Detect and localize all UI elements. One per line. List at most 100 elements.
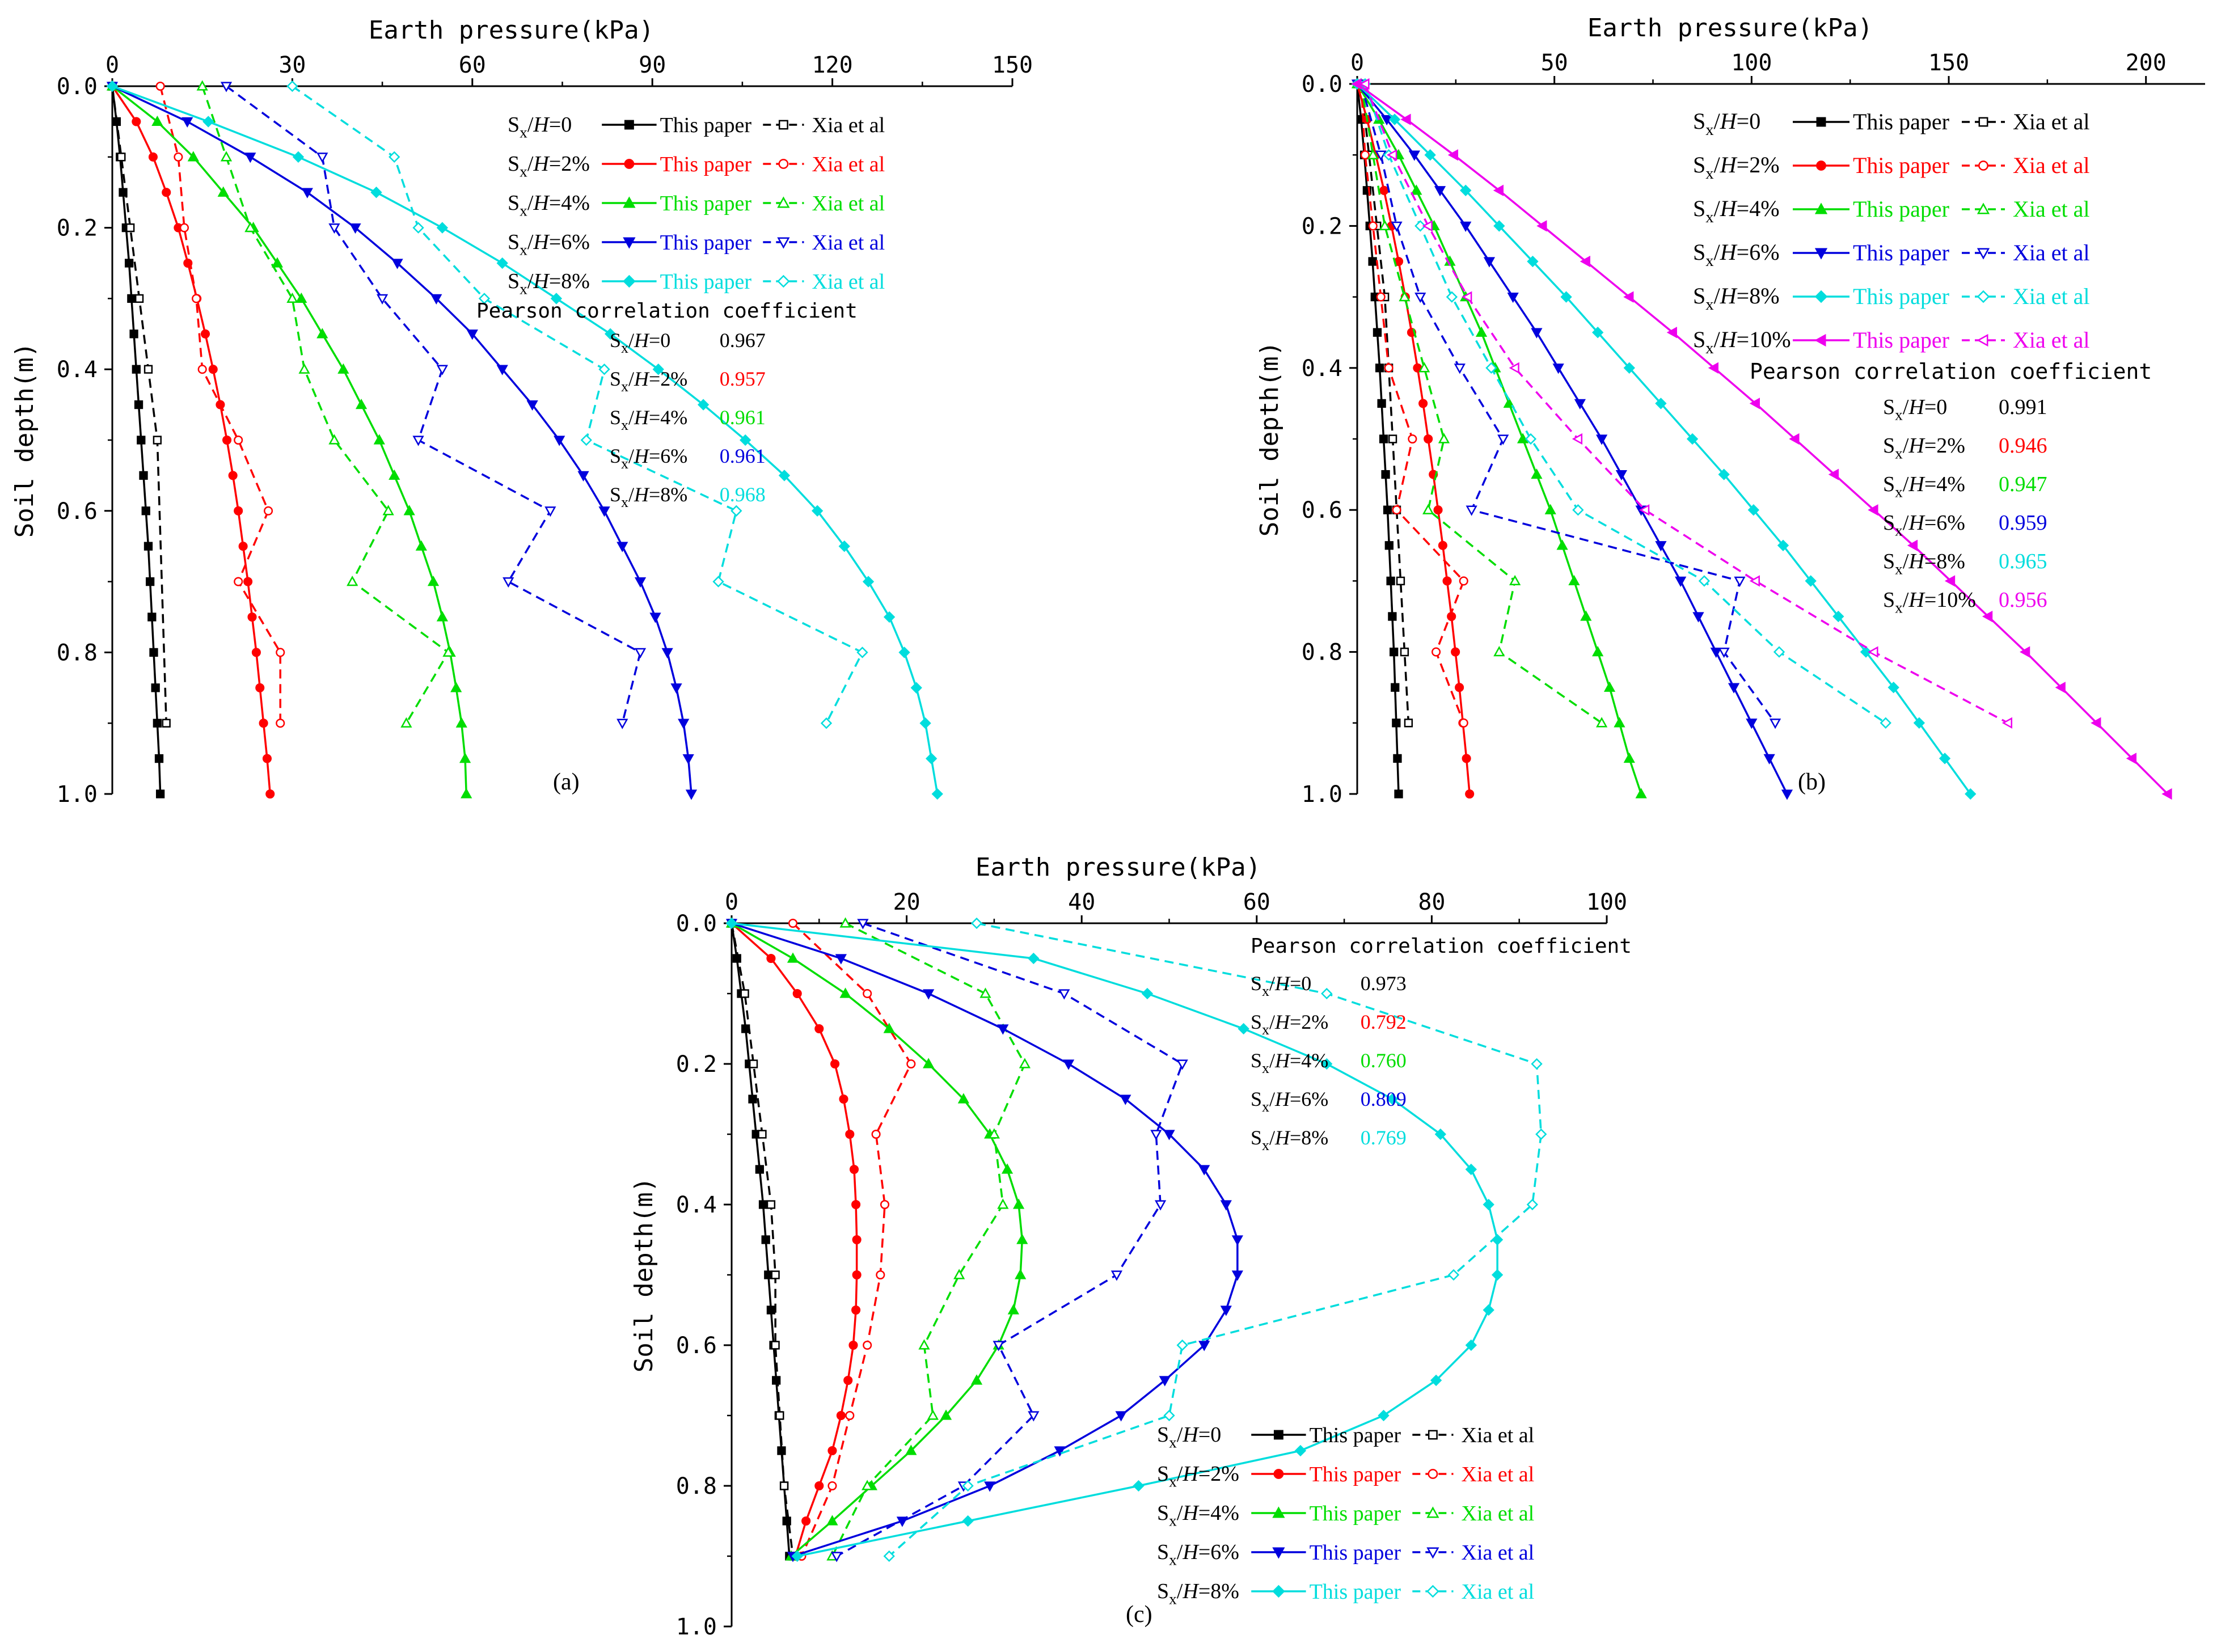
x-axis-title: Earth pressure(kPa) bbox=[1587, 14, 1873, 43]
legend-marker-xia bbox=[778, 120, 788, 130]
data-point bbox=[1509, 362, 1519, 374]
data-point bbox=[1887, 682, 1899, 694]
data-point bbox=[1007, 1304, 1019, 1315]
data-point bbox=[910, 682, 922, 694]
data-point bbox=[1828, 468, 1839, 480]
data-point bbox=[1379, 434, 1388, 443]
data-point bbox=[238, 542, 248, 551]
data-point bbox=[155, 81, 165, 91]
data-point bbox=[1414, 220, 1426, 232]
y-tick-label: 0.8 bbox=[1302, 640, 1342, 666]
y-tick-label: 0.6 bbox=[676, 1333, 717, 1359]
data-point bbox=[276, 719, 285, 728]
y-tick-label: 0.0 bbox=[676, 911, 717, 937]
data-point bbox=[1485, 362, 1497, 374]
data-point bbox=[1120, 1095, 1131, 1105]
data-point bbox=[1460, 184, 1472, 196]
pearson-value: 0.957 bbox=[720, 367, 766, 390]
series-line bbox=[159, 86, 281, 724]
legend-xia-label: Xia et al bbox=[2013, 327, 2090, 353]
data-point bbox=[997, 1198, 1009, 1209]
legend-series-label: Sx/H=4% bbox=[508, 191, 590, 219]
data-point bbox=[1749, 575, 1760, 587]
legend-marker-this-paper bbox=[1272, 1506, 1285, 1518]
data-point bbox=[926, 753, 938, 764]
pearson-value: 0.991 bbox=[1999, 395, 2047, 419]
data-point bbox=[634, 577, 647, 588]
xia-series-3 bbox=[1355, 79, 1781, 729]
data-point bbox=[1635, 788, 1647, 798]
series-line bbox=[730, 923, 791, 1557]
panel-a: 0 30 60 90 120 150 0.0 0.2 0.4 0.6 0.8 1.0 Earth pre… bbox=[10, 16, 1033, 808]
data-point bbox=[843, 1375, 853, 1385]
x-tick-label: 50 bbox=[1541, 50, 1568, 76]
pearson-row-label: Sx/H=8% bbox=[1251, 1126, 1328, 1154]
y-axis-title: Soil depth(m) bbox=[630, 1177, 658, 1372]
data-point bbox=[801, 1516, 811, 1526]
data-point bbox=[1939, 753, 1951, 764]
data-point bbox=[155, 789, 165, 798]
data-point bbox=[1465, 1339, 1477, 1351]
data-point bbox=[1434, 186, 1446, 197]
data-point bbox=[931, 788, 943, 800]
data-point bbox=[993, 1341, 1004, 1351]
series-line bbox=[1356, 83, 1971, 795]
data-point bbox=[1465, 1163, 1477, 1176]
data-point bbox=[1763, 754, 1775, 764]
legend-xia-label: Xia et al bbox=[1462, 1502, 1535, 1526]
data-point bbox=[1614, 717, 1625, 728]
data-point bbox=[286, 80, 298, 92]
legend-marker-xia bbox=[1977, 202, 1990, 214]
data-point bbox=[337, 363, 349, 374]
data-point bbox=[787, 952, 799, 963]
pearson-row-label: Sx/H=0 bbox=[1251, 972, 1311, 999]
data-point bbox=[151, 115, 163, 126]
legend-xia-label: Xia et al bbox=[2013, 109, 2090, 134]
y-tick-label: 0.2 bbox=[57, 216, 98, 242]
data-point bbox=[149, 648, 158, 657]
data-point bbox=[852, 1235, 862, 1245]
data-point bbox=[255, 683, 265, 692]
data-point bbox=[1392, 719, 1401, 728]
x-tick-label: 100 bbox=[1731, 50, 1772, 76]
data-point bbox=[1368, 221, 1378, 231]
data-point bbox=[1493, 220, 1505, 232]
data-point bbox=[580, 434, 592, 446]
data-point bbox=[778, 470, 791, 481]
data-point bbox=[1728, 683, 1740, 694]
data-point bbox=[197, 365, 207, 374]
data-point bbox=[740, 434, 751, 446]
x-tick-label: 60 bbox=[1243, 889, 1270, 915]
data-point bbox=[276, 648, 285, 657]
legend-marker-this-paper bbox=[1814, 202, 1828, 214]
legend-marker-xia bbox=[1977, 248, 1990, 260]
data-point bbox=[1535, 1128, 1547, 1140]
this-paper-series-1 bbox=[107, 81, 275, 799]
data-point bbox=[1388, 434, 1397, 443]
series-line bbox=[730, 923, 794, 1557]
y-tick-label: 0.0 bbox=[1302, 71, 1342, 98]
pearson-row-label: Sx/H=8% bbox=[610, 483, 687, 510]
data-point bbox=[1388, 612, 1397, 621]
data-point bbox=[544, 506, 556, 517]
data-point bbox=[466, 329, 478, 340]
data-point bbox=[1012, 1198, 1025, 1209]
data-point bbox=[1424, 434, 1433, 444]
legend-this-paper-label: This paper bbox=[1310, 1423, 1401, 1447]
data-point bbox=[979, 987, 991, 998]
legend-series-label: Sx/H=8% bbox=[1157, 1579, 1239, 1608]
y-tick-label: 0.6 bbox=[1302, 497, 1342, 523]
data-point bbox=[1493, 184, 1504, 196]
data-point bbox=[1376, 292, 1386, 302]
data-point bbox=[141, 506, 150, 516]
data-point bbox=[1592, 646, 1604, 657]
data-point bbox=[415, 540, 427, 551]
series-line bbox=[836, 922, 1184, 1557]
data-point bbox=[1400, 647, 1409, 657]
data-point bbox=[1526, 1198, 1539, 1211]
data-point bbox=[836, 1410, 846, 1421]
data-point bbox=[1773, 646, 1785, 658]
data-point bbox=[2020, 646, 2030, 658]
data-point bbox=[1556, 539, 1568, 550]
data-point bbox=[845, 1129, 855, 1139]
